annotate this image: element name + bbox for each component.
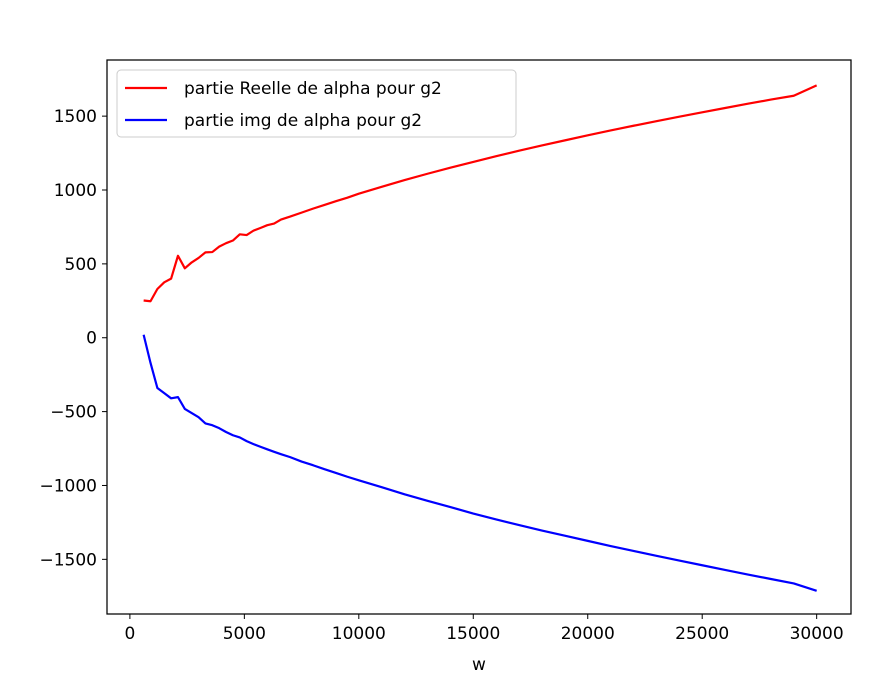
y-tick-label: −1500 xyxy=(39,550,97,570)
y-tick-label: −500 xyxy=(50,403,97,423)
plot-frame xyxy=(106,59,852,615)
legend-label-1: partie Reelle de alpha pour g2 xyxy=(184,79,442,99)
y-tick-label: 500 xyxy=(65,255,97,275)
y-tick-label: −1000 xyxy=(39,476,97,496)
x-tick-label: 10000 xyxy=(332,624,386,644)
x-tick-label: 0 xyxy=(124,624,135,644)
x-axis: 0 5000 10000 15000 20000 25000 30000 xyxy=(124,614,844,644)
y-tick-label: 1000 xyxy=(54,181,97,201)
x-tick-label: 15000 xyxy=(446,624,500,644)
legend-label-2: partie img de alpha pour g2 xyxy=(184,111,422,131)
x-axis-label: w xyxy=(472,655,486,675)
y-axis: −1500 −1000 −500 0 500 1000 1500 xyxy=(39,107,107,570)
x-tick-label: 30000 xyxy=(790,624,844,644)
x-tick-label: 5000 xyxy=(223,624,266,644)
series-line-2 xyxy=(142,334,817,592)
plot-area xyxy=(142,84,818,592)
series-line-1 xyxy=(143,84,818,303)
x-tick-label: 20000 xyxy=(561,624,615,644)
y-tick-label: 0 xyxy=(86,329,97,349)
legend-box xyxy=(116,69,517,138)
y-tick-label: 1500 xyxy=(54,107,97,127)
x-tick-label: 25000 xyxy=(675,624,729,644)
legend: partie Reelle de alpha pour g2 partie img… xyxy=(116,69,517,138)
